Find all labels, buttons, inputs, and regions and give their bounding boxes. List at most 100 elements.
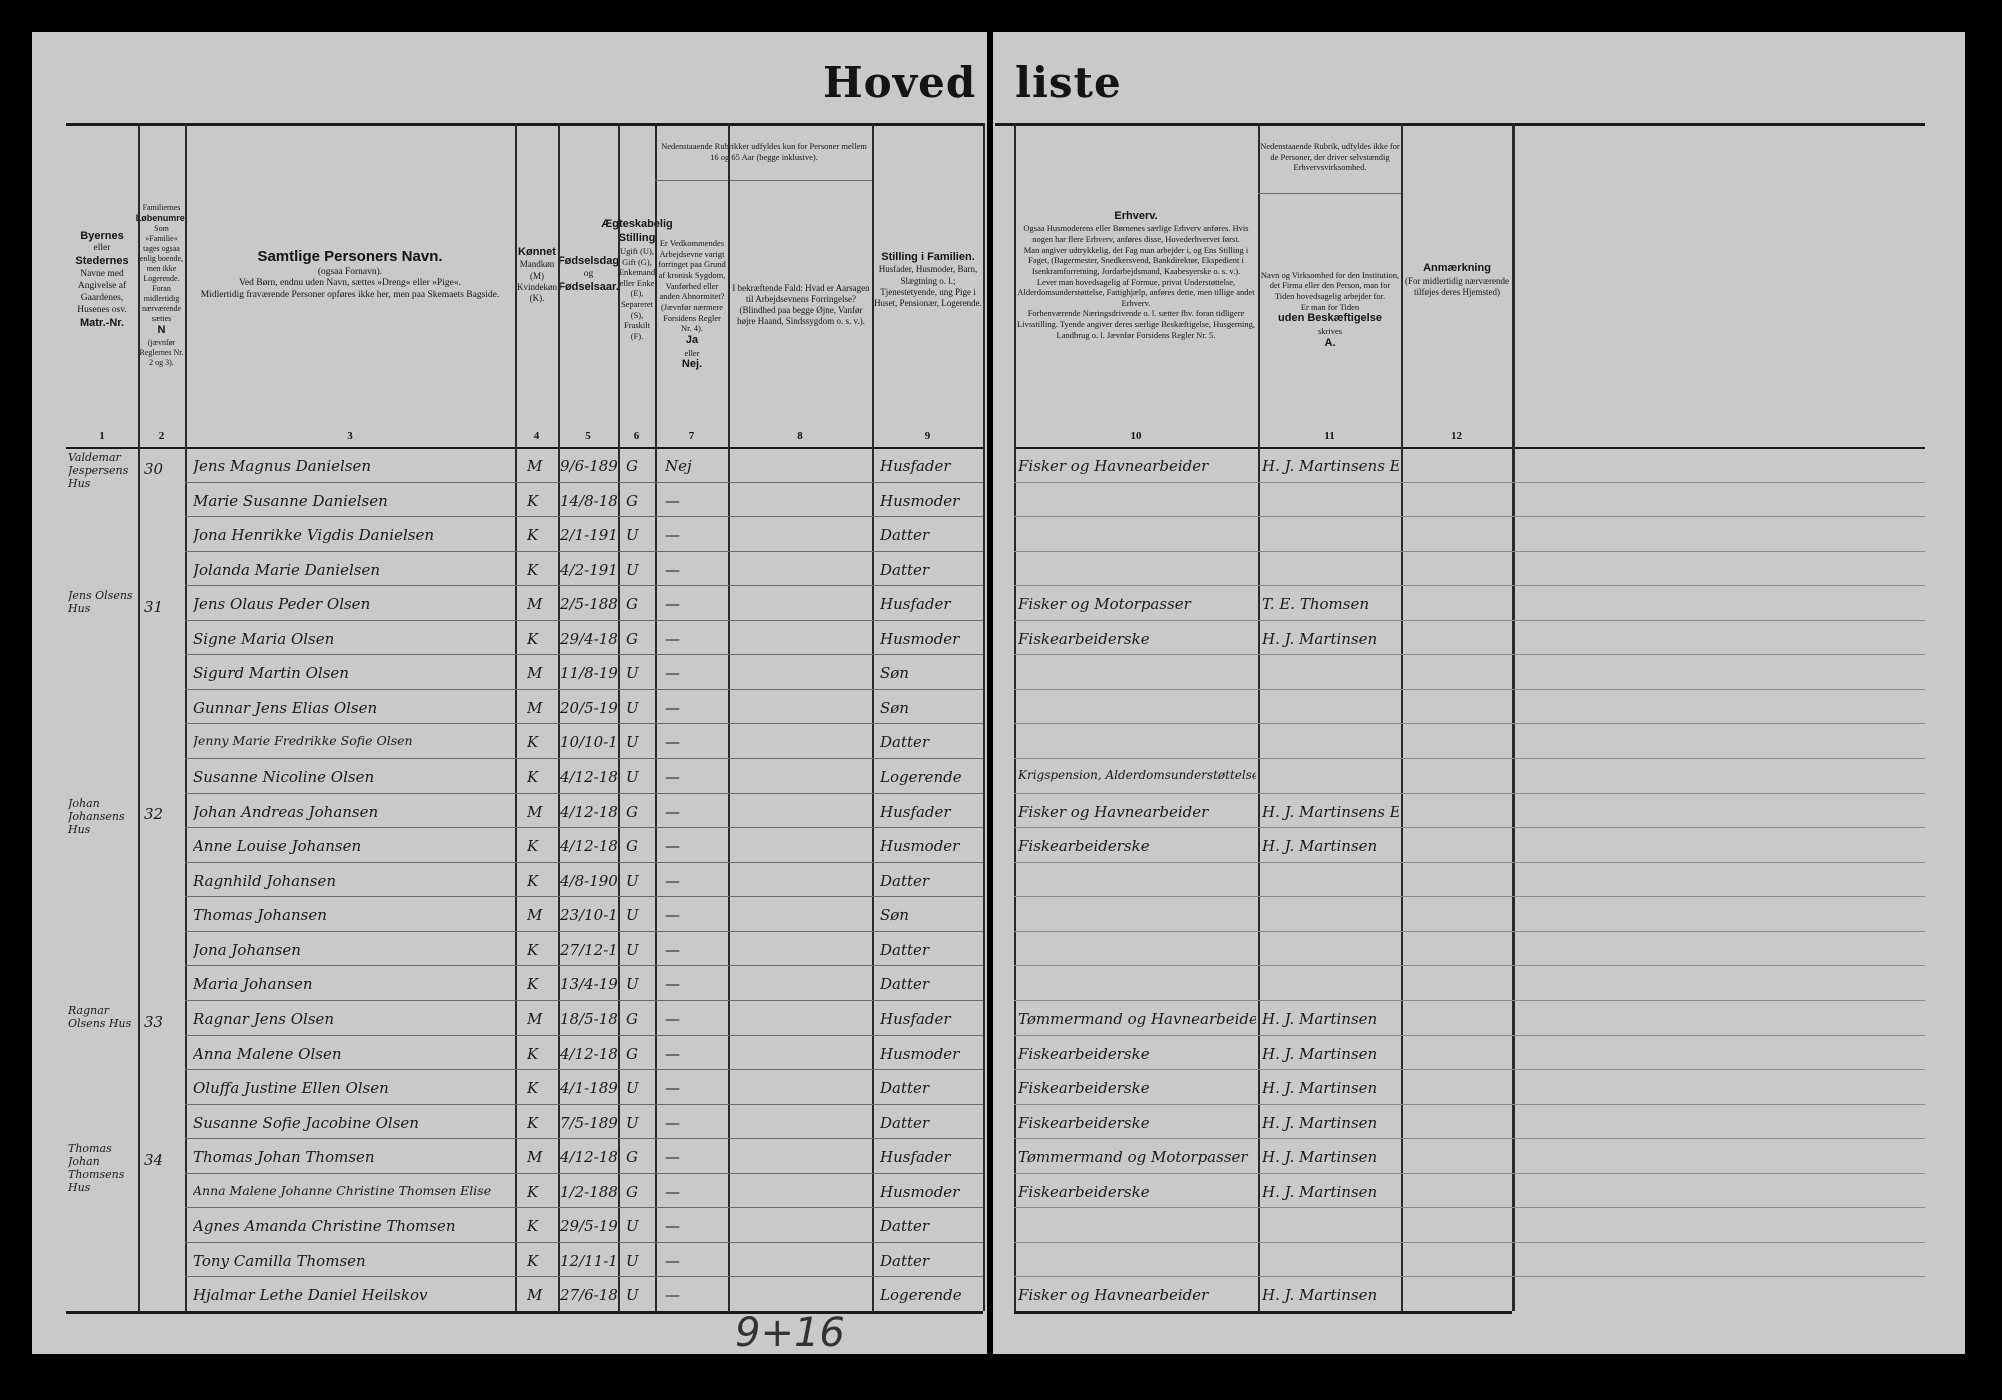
row-line bbox=[185, 516, 983, 518]
person-name: Anna Malene Olsen bbox=[193, 1044, 342, 1063]
row-line bbox=[185, 550, 983, 552]
family-role: Husmoder bbox=[880, 491, 960, 510]
column-number: 9 bbox=[924, 430, 931, 442]
marital-status: G bbox=[626, 1182, 638, 1201]
family-role: Logerende bbox=[880, 768, 962, 787]
row-line-right bbox=[1014, 999, 1925, 1001]
sex: M bbox=[527, 1286, 543, 1305]
family-role: Husfader bbox=[880, 802, 951, 821]
family-role: Søn bbox=[880, 906, 909, 925]
row-line bbox=[185, 585, 983, 587]
person-name: Jens Magnus Danielsen bbox=[193, 457, 372, 475]
marital-status: U bbox=[626, 1113, 639, 1132]
birth-date: 4/1-1895 bbox=[560, 1079, 618, 1098]
employer: H. J. Martinsen bbox=[1262, 1113, 1378, 1132]
bottom-rule bbox=[66, 1311, 983, 1314]
sex: M bbox=[527, 1148, 543, 1167]
household-number: 30 bbox=[144, 459, 164, 478]
birth-date: 18/5-1862 bbox=[560, 1009, 618, 1028]
marital-status: U bbox=[626, 906, 639, 925]
header-col9-desc: Husfader, Husmoder, Barn, Slægtning o. l… bbox=[874, 264, 982, 309]
birth-date: 4/2-1915 bbox=[560, 560, 618, 579]
marital-status: U bbox=[626, 664, 639, 683]
employer: H. J. Martinsen bbox=[1262, 1079, 1378, 1098]
sex: K bbox=[527, 1113, 539, 1132]
marital-status: G bbox=[626, 491, 638, 510]
family-role: Datter bbox=[880, 1079, 930, 1098]
family-role: Logerende bbox=[880, 1286, 962, 1305]
column-number: 12 bbox=[1451, 430, 1462, 442]
row-line bbox=[185, 1241, 983, 1243]
occupation: Fisker og Havnearbeider bbox=[1018, 457, 1209, 475]
birth-date: 10/10-1914 bbox=[560, 733, 618, 752]
header-col10: Erhverv. Ogsaa Husmoderens eller Børnene… bbox=[1016, 135, 1256, 415]
person-name: Anne Louise Johansen bbox=[193, 837, 362, 856]
marital-status: U bbox=[626, 1079, 639, 1098]
col7-8-divider bbox=[655, 180, 872, 181]
person-name: Thomas Johan Thomsen bbox=[193, 1148, 375, 1167]
header-col7-ja: Ja bbox=[685, 333, 699, 346]
family-role: Husfader bbox=[880, 595, 951, 614]
birth-date: 27/6-1877 bbox=[560, 1286, 618, 1305]
occupation: Fisker og Motorpasser bbox=[1018, 595, 1191, 614]
family-role: Husmoder bbox=[880, 629, 960, 648]
pencil-note: 9+16 bbox=[735, 1310, 845, 1356]
birth-date: 23/10-1905 bbox=[560, 906, 618, 925]
employer: H. J. Martinsen bbox=[1262, 1148, 1378, 1167]
sex: K bbox=[527, 733, 539, 752]
work-ability: — bbox=[665, 940, 680, 959]
birth-date: 1/2-1887 bbox=[560, 1182, 618, 1201]
header-col3-note2: Midlertidig fraværende Personer opføres … bbox=[200, 290, 500, 301]
sex: K bbox=[527, 560, 539, 579]
marital-status: G bbox=[626, 629, 638, 648]
sex: K bbox=[527, 526, 539, 545]
column-line bbox=[138, 123, 140, 1311]
occupation: Krigspension, Alderdomsunderstøttelse bbox=[1018, 768, 1256, 783]
family-role: Husfader bbox=[880, 1148, 951, 1167]
column-number: 1 bbox=[99, 430, 105, 442]
family-role: Datter bbox=[880, 526, 930, 545]
row-line bbox=[185, 896, 983, 898]
family-role: Husmoder bbox=[880, 1182, 960, 1201]
row-line bbox=[185, 1103, 983, 1105]
row-line-right bbox=[1014, 827, 1925, 829]
header-col7-desc: Er Vedkommendes Arbejdsevne varigt forri… bbox=[658, 238, 726, 334]
row-line bbox=[185, 827, 983, 829]
header-col7-nej: Nej. bbox=[681, 358, 703, 371]
row-line-right bbox=[1014, 758, 1925, 760]
marital-status: U bbox=[626, 871, 639, 890]
birth-date: 2/5-1885 bbox=[560, 595, 618, 614]
sex: M bbox=[527, 802, 543, 821]
sex: K bbox=[527, 491, 539, 510]
row-line-right bbox=[1014, 1138, 1925, 1140]
family-role: Husmoder bbox=[880, 1044, 960, 1063]
header-col1-title2: Stedernes bbox=[75, 255, 129, 268]
household-place: Ragnar Olsens Hus bbox=[68, 1003, 132, 1030]
household-place: Johan Johansens Hus bbox=[68, 796, 125, 836]
row-line-right bbox=[1014, 481, 1925, 483]
row-line-right bbox=[1014, 1241, 1925, 1243]
right-page bbox=[993, 32, 1965, 1354]
row-line-right bbox=[1014, 1276, 1925, 1278]
work-ability: — bbox=[665, 595, 680, 614]
work-ability: — bbox=[665, 1182, 680, 1201]
work-ability: — bbox=[665, 1044, 680, 1063]
family-role: Datter bbox=[880, 733, 930, 752]
header-col6: Ægteskabelig Stilling Ugift (U), Gift (G… bbox=[601, 150, 673, 410]
column-line bbox=[515, 123, 517, 1311]
header-col1: Byernes eller Stedernes Navne med Angive… bbox=[68, 130, 136, 430]
employer: H. J. Martinsen bbox=[1262, 837, 1378, 856]
header-col4-desc: Mandkøn (M) Kvindekøn (K). bbox=[517, 259, 557, 304]
birth-date: 9/6-1891 bbox=[560, 457, 618, 475]
person-name: Susanne Sofie Jacobine Olsen bbox=[193, 1113, 419, 1132]
row-line bbox=[185, 861, 983, 863]
work-ability: — bbox=[665, 906, 680, 925]
header-col1-text: eller bbox=[93, 243, 111, 254]
occupation: Fiskearbeiderske bbox=[1018, 1044, 1150, 1063]
occupation: Fiskearbeiderske bbox=[1018, 629, 1150, 648]
header-col2: Familiernes Løbenumre. Som »Familie« tag… bbox=[136, 160, 188, 410]
sex: K bbox=[527, 940, 539, 959]
row-line bbox=[185, 1069, 983, 1071]
household-number: 34 bbox=[144, 1150, 164, 1169]
row-line-right bbox=[1014, 516, 1925, 518]
